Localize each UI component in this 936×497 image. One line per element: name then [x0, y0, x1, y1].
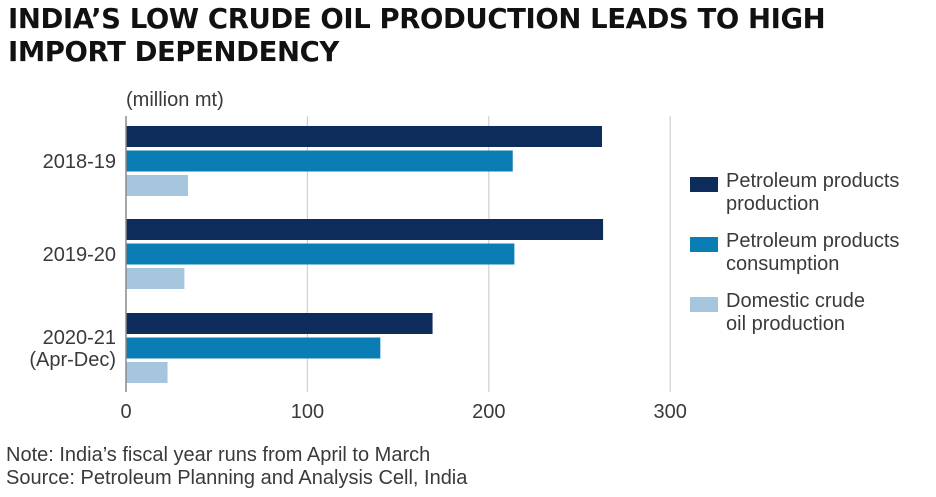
- legend-item-crude: Domestic crude oil production: [690, 290, 935, 336]
- category-label-2: 2019-20: [43, 244, 116, 266]
- chart-title-line-1: INDIA’S LOW CRUDE OIL PRODUCTION LEADS T…: [8, 3, 826, 35]
- legend: Petroleum products production Petroleum …: [690, 170, 935, 350]
- bar-2-series-2: [126, 243, 515, 265]
- x-tick-label-200: 200: [472, 401, 505, 423]
- bar-1-series-3: [126, 175, 189, 196]
- x-tick-label-100: 100: [291, 401, 324, 423]
- note-text: Note: India’s fiscal year runs from Apri…: [6, 444, 431, 466]
- unit-label: (million mt): [126, 89, 224, 111]
- footnote: Note: India’s fiscal year runs from Apri…: [6, 444, 467, 490]
- legend-label-crude-line-2: oil production: [726, 313, 845, 335]
- legend-label-production-line-1: Petroleum products: [726, 170, 900, 192]
- bar-1-series-1: [126, 126, 602, 147]
- legend-swatch-consumption: [690, 237, 718, 252]
- source-text: Source: Petroleum Planning and Analysis …: [6, 467, 468, 489]
- category-label-3-line-1: 2020-21: [43, 327, 116, 349]
- legend-label-production-line-2: production: [726, 193, 820, 215]
- bar-1-series-2: [126, 150, 513, 172]
- chart-title-line-2: IMPORT DEPENDENCY: [8, 36, 339, 68]
- bar-3-series-1: [126, 313, 433, 334]
- chart-title: INDIA’S LOW CRUDE OIL PRODUCTION LEADS T…: [8, 3, 928, 69]
- bar-2-series-3: [126, 268, 185, 289]
- legend-swatch-crude: [690, 297, 718, 312]
- legend-item-production: Petroleum products production: [690, 170, 935, 216]
- legend-label-consumption-line-1: Petroleum products: [726, 230, 900, 252]
- legend-swatch-production: [690, 177, 718, 192]
- legend-item-consumption: Petroleum products consumption: [690, 230, 935, 276]
- legend-label-crude-line-1: Domestic crude: [726, 290, 865, 312]
- x-tick-label-300: 300: [654, 401, 687, 423]
- category-label-1: 2018-19: [43, 151, 116, 173]
- bar-2-series-1: [126, 219, 604, 240]
- category-label-3-line-2: (Apr-Dec): [29, 349, 116, 371]
- legend-label-consumption-line-2: consumption: [726, 253, 840, 275]
- bar-3-series-3: [126, 362, 168, 383]
- bar-3-series-2: [126, 337, 381, 359]
- x-tick-label-0: 0: [120, 401, 131, 423]
